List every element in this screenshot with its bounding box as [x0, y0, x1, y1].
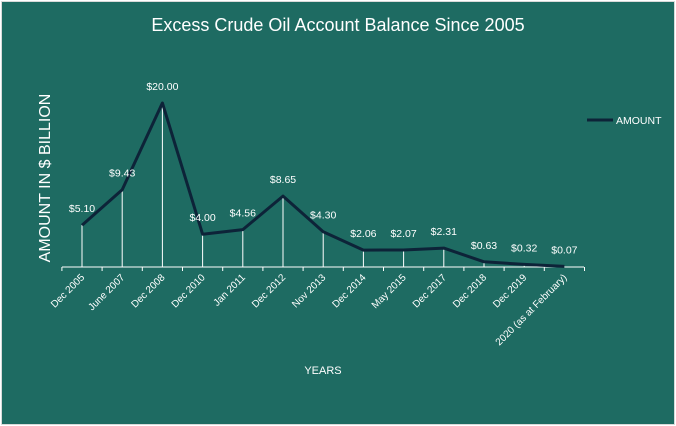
x-tick-label: Jan 2011 — [212, 272, 249, 309]
x-tick-label: Dec 2019 — [491, 272, 529, 310]
x-tick-label: May 2015 — [370, 272, 409, 311]
x-tick-label: Dec 2008 — [129, 272, 167, 310]
data-label: $20.00 — [146, 81, 178, 93]
x-axis-tick-labels: Dec 2005 June 2007 Dec 2008 Dec 2010 Jan 201… — [49, 272, 569, 348]
y-axis-title: AMOUNT IN $ BILLION — [37, 94, 54, 263]
x-tick-label: Dec 2012 — [250, 272, 288, 310]
x-tick-label: Dec 2018 — [451, 272, 489, 310]
x-axis-title: YEARS — [304, 365, 341, 377]
data-label: $8.65 — [270, 174, 296, 186]
x-tick-label: 2020 (as at February) — [494, 272, 570, 348]
x-tick-label: Dec 2014 — [330, 272, 368, 310]
legend: AMOUNT — [587, 115, 662, 127]
series-line-amount — [81, 101, 565, 268]
x-axis-ticks — [61, 267, 585, 271]
x-tick-label: Dec 2005 — [49, 272, 87, 310]
data-label: $2.07 — [390, 228, 416, 240]
data-labels: $5.10 $9.43 $20.00 $4.00 $4.56 $8.65 $4.30 $2.0… — [69, 81, 578, 256]
data-label: $0.32 — [511, 242, 537, 254]
data-label: $5.10 — [69, 203, 95, 215]
chart-title: Excess Crude Oil Account Balance Since 2… — [151, 15, 524, 35]
data-label: $9.43 — [109, 168, 135, 180]
data-label: $4.30 — [310, 210, 336, 222]
data-label: $4.56 — [230, 208, 256, 220]
data-label: $4.00 — [189, 212, 215, 224]
data-label: $0.07 — [551, 244, 577, 256]
legend-label: AMOUNT — [616, 115, 662, 127]
data-label: $2.31 — [431, 226, 457, 238]
x-tick-label: June 2007 — [87, 272, 128, 313]
x-tick-label: Dec 2010 — [170, 272, 208, 310]
x-tick-label: Dec 2017 — [411, 272, 449, 310]
data-label: $0.63 — [471, 240, 497, 252]
data-label: $2.06 — [350, 228, 376, 240]
x-tick-label: Nov 2013 — [290, 272, 328, 310]
